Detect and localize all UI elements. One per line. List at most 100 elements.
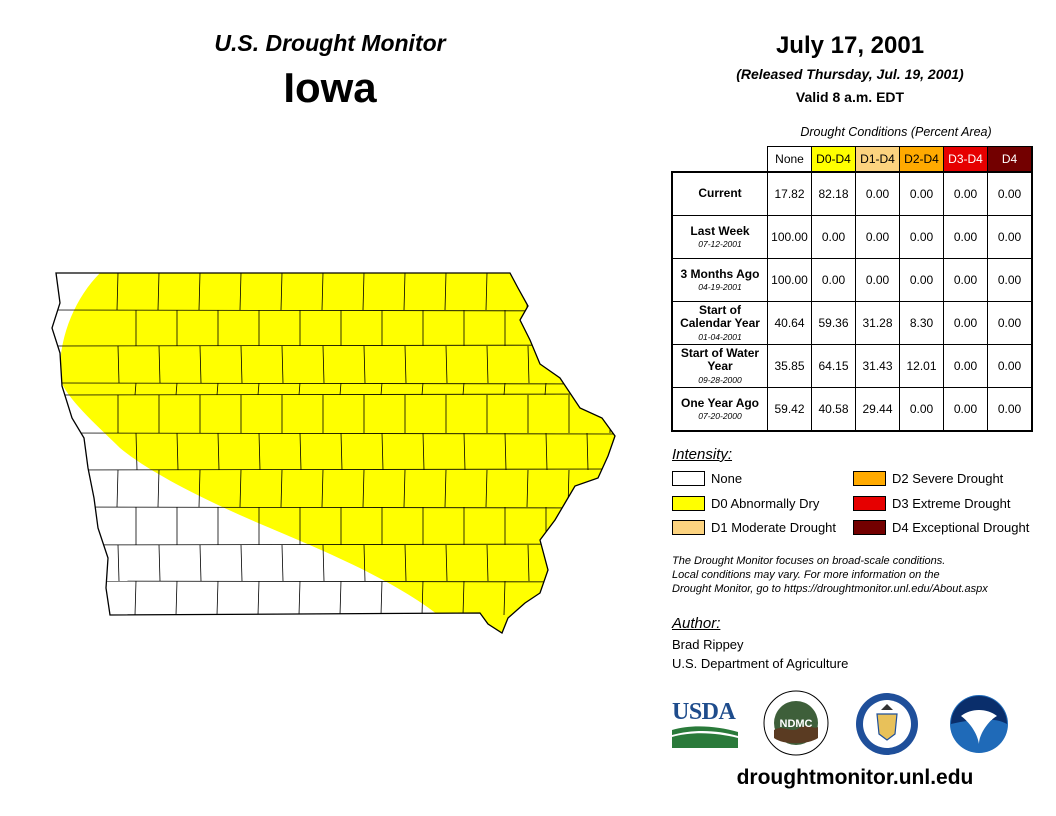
usda-logo-text: USDA xyxy=(672,699,736,725)
county-line xyxy=(627,383,628,395)
table-cell: 35.85 xyxy=(767,344,812,388)
county-line xyxy=(117,544,120,582)
county-line xyxy=(339,382,342,396)
legend-swatch xyxy=(672,520,705,535)
county-line xyxy=(544,580,547,616)
county-line xyxy=(257,382,260,396)
table-cell: 0.00 xyxy=(987,387,1033,432)
row-header: 3 Months Ago 04-19-2001 xyxy=(671,258,768,302)
row-header: Current xyxy=(671,171,768,216)
county-line xyxy=(116,273,119,311)
table-cell: 17.82 xyxy=(767,171,812,216)
county-line xyxy=(258,432,261,471)
col-header: None xyxy=(767,146,812,173)
county-line xyxy=(117,345,120,384)
legend-swatch xyxy=(672,496,705,511)
county-line xyxy=(363,345,366,384)
table-cell: 0.00 xyxy=(899,258,944,302)
county-line xyxy=(52,580,615,583)
county-line xyxy=(462,580,465,616)
ndmc-seal-icon: NDMC xyxy=(763,690,829,756)
row-header: One Year Ago 07-20-2000 xyxy=(671,387,768,432)
county-line xyxy=(216,382,219,396)
table-corner xyxy=(672,147,768,173)
table-cell: 31.43 xyxy=(855,344,900,388)
ndmc-logo-text: NDMC xyxy=(780,718,813,730)
table-cell: 12.01 xyxy=(899,344,944,388)
table-cell: 64.15 xyxy=(811,344,856,388)
table-row: Start of Water Year 09-28-2000 35.85 64.15 3… xyxy=(671,344,1033,388)
county-line xyxy=(158,544,161,582)
table-cell: 0.00 xyxy=(987,171,1033,216)
author-organization: U.S. Department of Agriculture xyxy=(672,656,849,671)
county-line xyxy=(544,382,547,396)
county-line xyxy=(52,393,615,396)
county-line xyxy=(157,469,160,508)
county-line xyxy=(280,469,283,508)
table-cell: 31.28 xyxy=(855,301,900,345)
table-cell: 0.00 xyxy=(987,301,1033,345)
state-title: Iowa xyxy=(283,64,377,111)
legend-swatch xyxy=(672,471,705,486)
table-cell: 0.00 xyxy=(943,387,988,432)
table-cell: 0.00 xyxy=(943,258,988,302)
col-header: D1-D4 xyxy=(855,146,900,173)
table-cell: 100.00 xyxy=(767,258,812,302)
col-header: D2-D4 xyxy=(899,146,944,173)
county-line xyxy=(421,382,424,396)
table-cell: 0.00 xyxy=(899,387,944,432)
legend-swatch xyxy=(853,471,886,486)
row-label: 3 Months Ago xyxy=(680,266,760,281)
table-cell: 0.00 xyxy=(855,258,900,302)
county-line xyxy=(116,469,119,508)
county-line xyxy=(299,432,302,471)
county-line xyxy=(176,432,179,471)
county-line xyxy=(421,580,424,616)
county-line xyxy=(585,382,588,396)
col-header: D3-D4 xyxy=(943,146,988,173)
table-cell: 0.00 xyxy=(855,215,900,259)
county-line xyxy=(198,469,201,508)
county-line xyxy=(545,432,548,471)
row-label: Current xyxy=(698,186,742,201)
county-line xyxy=(445,544,448,582)
row-label: Start of Calendar Year xyxy=(680,303,760,331)
website-url[interactable]: droughtmonitor.unl.edu xyxy=(736,766,974,789)
state-outline xyxy=(51,272,616,634)
table-row: Start of Calendar Year 01-04-2001 40.64 59.… xyxy=(671,301,1033,345)
row-date: 07-12-2001 xyxy=(698,238,742,249)
map-svg xyxy=(51,272,628,634)
noaa-logo: NOAA xyxy=(949,694,1009,754)
county-line xyxy=(298,382,301,396)
legend-label: D0 Abnormally Dry xyxy=(711,496,820,511)
county-line xyxy=(135,432,138,471)
ndmc-logo: NDMC xyxy=(763,690,829,756)
table-cell: 40.64 xyxy=(767,301,812,345)
author-name: Brad Rippey xyxy=(672,637,744,652)
table-cell: 0.00 xyxy=(855,171,900,216)
county-line xyxy=(363,544,366,582)
legend-swatch xyxy=(853,520,886,535)
table-cell: 0.00 xyxy=(943,171,988,216)
table-cell: 0.00 xyxy=(943,301,988,345)
row-date: 01-04-2001 xyxy=(698,331,742,342)
table-cell: 82.18 xyxy=(811,171,856,216)
table-cell: 0.00 xyxy=(987,258,1033,302)
county-line xyxy=(404,345,407,384)
county-line xyxy=(445,345,448,384)
county-line xyxy=(199,544,202,582)
county-line xyxy=(322,345,325,384)
iowa-drought-map xyxy=(40,258,630,658)
county-line xyxy=(486,345,489,384)
county-line xyxy=(134,580,137,616)
table-cell: 0.00 xyxy=(899,171,944,216)
county-line xyxy=(257,580,260,616)
county-line xyxy=(175,382,178,396)
county-line xyxy=(321,469,324,508)
county-line xyxy=(281,544,284,582)
county-line xyxy=(322,544,325,582)
usda-hills-icon xyxy=(672,726,738,748)
county-line xyxy=(52,543,615,546)
commerce-seal-logo xyxy=(855,692,919,756)
county-line xyxy=(198,273,201,311)
